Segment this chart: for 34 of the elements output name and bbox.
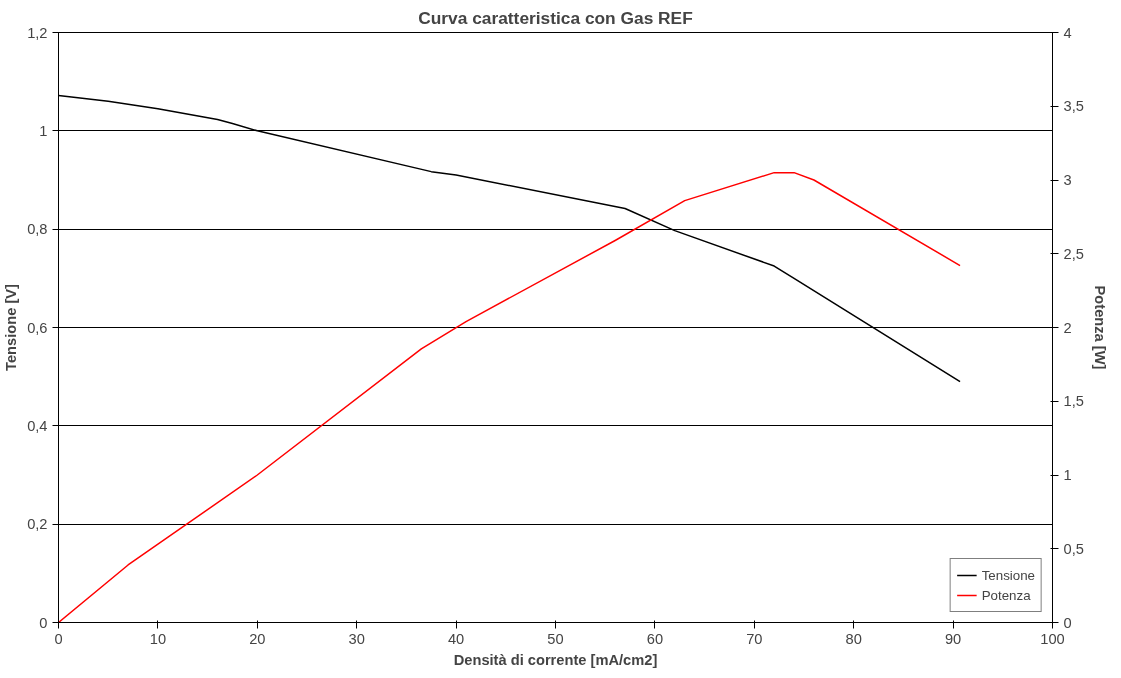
y2-tick-label: 2 — [1063, 319, 1072, 336]
x-tick-label: 10 — [149, 630, 167, 647]
legend-label: Potenza — [981, 587, 1031, 603]
y-tick-label: 0,6 — [27, 319, 48, 336]
y-tick-label: 0,2 — [27, 516, 48, 533]
y2-axis-title: Potenza [W] — [1091, 285, 1108, 370]
line-series — [58, 171, 961, 623]
y2-tick-label: 3,5 — [1063, 98, 1084, 115]
y-tick-label: 1 — [39, 122, 48, 139]
x-tick-label: 80 — [845, 630, 862, 647]
x-tick-label: 40 — [447, 630, 465, 647]
y-tick-label: 1,2 — [27, 24, 48, 41]
y2-tick-label: 4 — [1063, 24, 1072, 41]
y-tick-label: 0,8 — [27, 221, 48, 238]
x-tick-label: 100 — [1040, 630, 1065, 647]
x-tick-label: 30 — [348, 630, 365, 647]
y-tick-label: 0 — [39, 614, 48, 631]
x-tick-label: 60 — [646, 630, 664, 647]
x-tick-label: 90 — [944, 630, 962, 647]
legend-label: Tensione — [981, 567, 1035, 583]
x-tick-label: 50 — [547, 630, 564, 647]
y2-tick-label: 1 — [1063, 467, 1072, 483]
x-tick-label: 70 — [746, 630, 763, 647]
y2-tick-label: 2,5 — [1063, 245, 1084, 262]
chart-title: Curva caratteristica con Gas REF — [418, 7, 693, 28]
x-tick-label: 0 — [54, 630, 63, 647]
y-axis-title: Tensione [V] — [3, 283, 20, 371]
y2-tick-label: 1,5 — [1063, 393, 1084, 410]
y2-tick-label: 3 — [1063, 172, 1072, 188]
y2-tick-label: 0 — [1063, 614, 1072, 631]
x-tick-label: 20 — [249, 630, 266, 647]
y-tick-label: 0,4 — [27, 417, 48, 434]
x-axis-title: Densità di corrente [mA/cm2] — [453, 651, 658, 668]
y2-tick-label: 0,5 — [1063, 540, 1084, 557]
